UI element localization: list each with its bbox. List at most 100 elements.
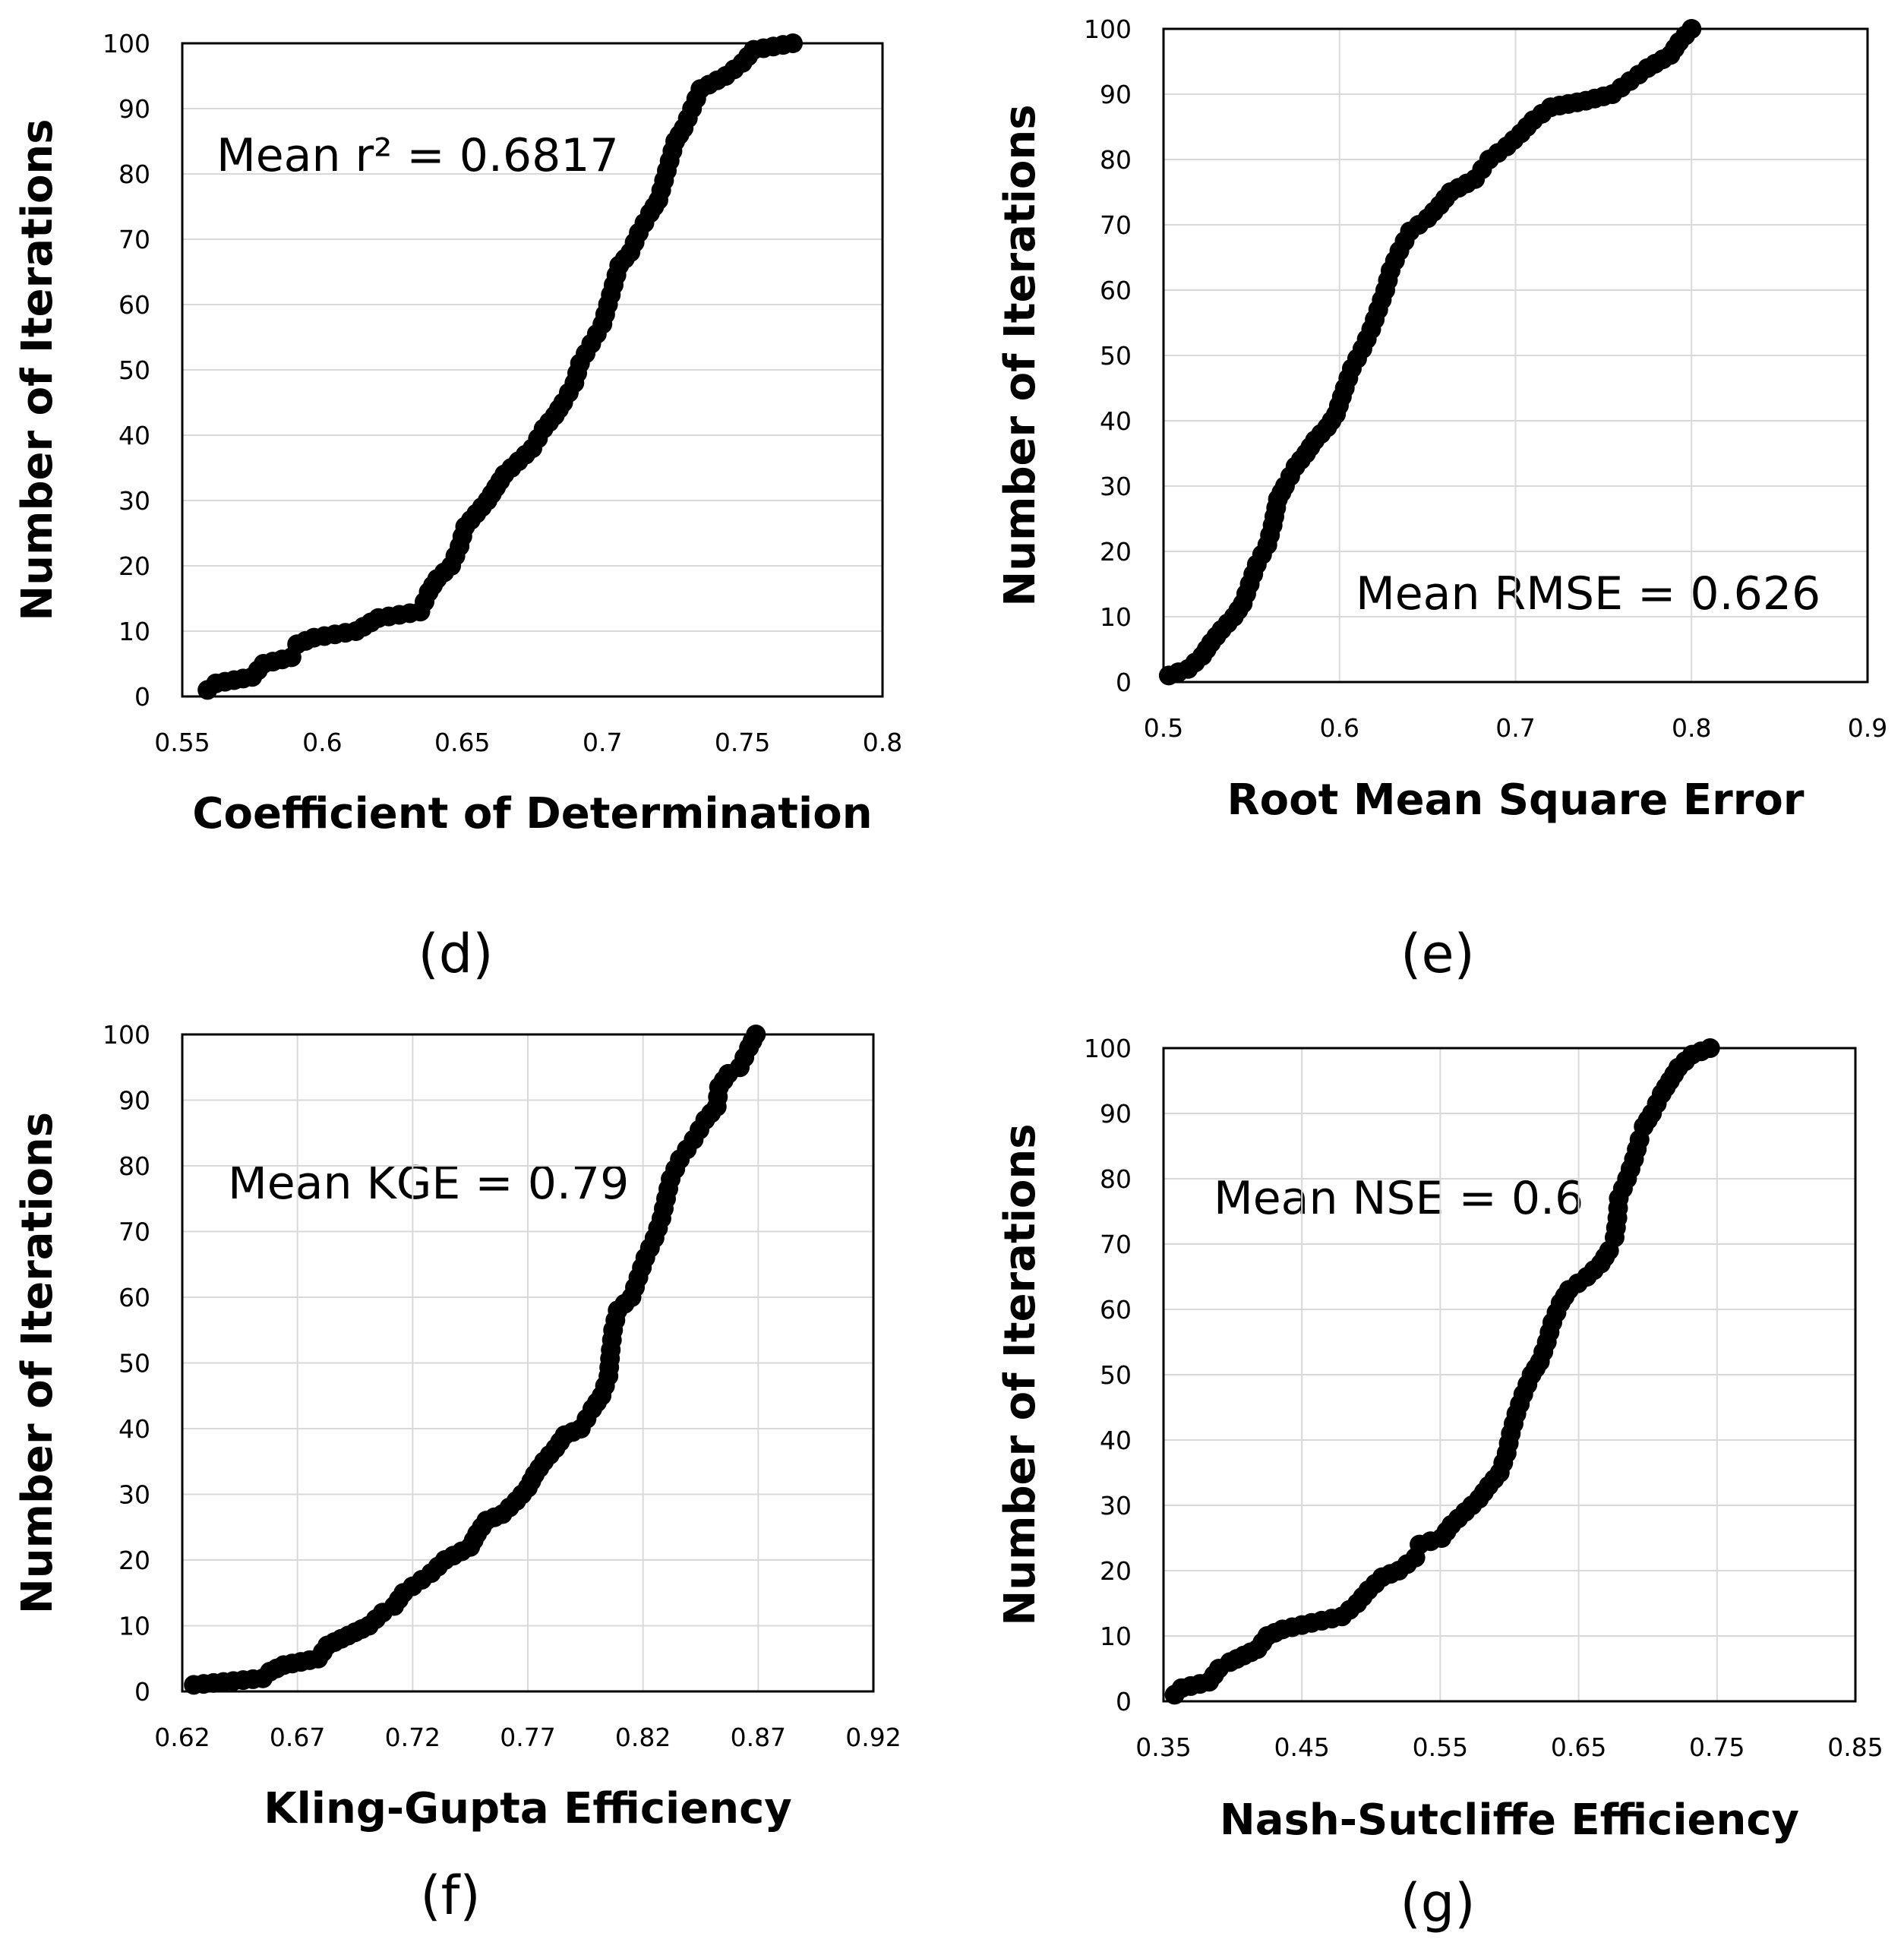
- y-tick-label: 40: [1100, 406, 1132, 436]
- y-tick-label: 30: [1100, 472, 1132, 501]
- y-tick-label: 20: [1100, 1556, 1132, 1586]
- y-axis-label: Number of Iterations: [13, 118, 62, 621]
- y-tick-label: 50: [118, 355, 150, 385]
- y-tick-label: 100: [1084, 1034, 1132, 1063]
- x-axis-label: Coefficient of Determination: [192, 789, 872, 838]
- grid: [1163, 1047, 1856, 1702]
- panel-f: Mean KGE = 0.79 (f) 0 10 20 30 40 50 60 70 80 90 1…: [13, 1020, 901, 1927]
- y-tick-label: 30: [1100, 1491, 1132, 1521]
- x-tick-label: 0.7: [1495, 713, 1535, 743]
- plot-area-frame: [181, 42, 884, 698]
- y-tick-label: 40: [118, 421, 150, 450]
- plot-area-frame: [1162, 1047, 1857, 1703]
- y-tick-label: 60: [1100, 1295, 1132, 1325]
- annotation: Mean RMSE = 0.626: [1356, 567, 1820, 621]
- y-tick-label: 70: [1100, 1230, 1132, 1259]
- annotation: Mean NSE = 0.6: [1214, 1172, 1584, 1225]
- y-tick-label: 80: [118, 159, 150, 189]
- annotation: Mean KGE = 0.79: [228, 1157, 629, 1210]
- plot-area-frame: [181, 1033, 875, 1693]
- panel-caption: (e): [1400, 923, 1475, 985]
- data-point: [1681, 19, 1702, 39]
- y-tick-label: 70: [118, 225, 150, 254]
- plot-area-frame: [1162, 27, 1869, 684]
- x-tick-label: 0.9: [1848, 713, 1887, 743]
- y-tick-label: 80: [1100, 145, 1132, 175]
- y-tick-label: 0: [1116, 1687, 1132, 1716]
- panel-d: Mean r² = 0.6817 (d) 0102030405060708090…: [13, 29, 902, 985]
- x-tick-label: 0.72: [385, 1723, 440, 1752]
- data-point: [746, 1025, 766, 1044]
- y-tick-label: 10: [1100, 1622, 1132, 1651]
- y-tick-label: 90: [118, 94, 150, 124]
- x-tick-label: 0.92: [845, 1723, 901, 1752]
- panel-caption: (d): [418, 923, 493, 985]
- x-tick-label: 0.75: [715, 728, 770, 757]
- x-tick-label: 0.77: [500, 1723, 555, 1752]
- y-tick-label: 30: [118, 486, 150, 516]
- y-axis-label: Number of Iterations: [996, 1123, 1045, 1625]
- x-tick-label: 0.65: [434, 728, 490, 757]
- y-tick-label: 90: [1100, 80, 1132, 109]
- x-axis-label: Kling-Gupta Efficiency: [264, 1784, 792, 1833]
- y-tick-label: 20: [1100, 537, 1132, 567]
- y-tick-label: 10: [1100, 602, 1132, 632]
- y-tick-label: 40: [1100, 1426, 1132, 1455]
- panel-caption: (f): [420, 1865, 480, 1927]
- x-axis-label: Root Mean Square Error: [1227, 775, 1805, 825]
- y-tick-label: 70: [1100, 210, 1132, 240]
- x-tick-label: 0.65: [1551, 1732, 1606, 1762]
- y-tick-label: 60: [118, 1283, 150, 1312]
- x-tick-label: 0.8: [863, 728, 902, 757]
- y-axis-label: Number of Iterations: [996, 104, 1045, 606]
- y-tick-label: 40: [118, 1414, 150, 1444]
- data-point: [1700, 1038, 1720, 1058]
- x-tick-label: 0.85: [1827, 1732, 1883, 1762]
- panel-caption: (g): [1400, 1872, 1475, 1934]
- x-tick-label: 0.6: [302, 728, 342, 757]
- data-points: [1158, 19, 1702, 686]
- y-tick-label: 100: [1084, 14, 1132, 44]
- x-tick-label: 0.67: [270, 1723, 325, 1752]
- x-tick-label: 0.55: [154, 728, 210, 757]
- y-tick-label: 80: [118, 1151, 150, 1181]
- x-tick-label: 0.8: [1672, 713, 1711, 743]
- y-tick-label: 100: [103, 29, 150, 58]
- x-axis-label: Nash-Sutcliffe Efficiency: [1220, 1795, 1799, 1845]
- x-tick-label: 0.6: [1320, 713, 1359, 743]
- x-tick-label: 0.35: [1135, 1732, 1191, 1762]
- data-points: [184, 1025, 766, 1695]
- y-tick-label: 70: [118, 1217, 150, 1247]
- y-tick-label: 20: [118, 551, 150, 581]
- y-tick-label: 50: [118, 1349, 150, 1378]
- x-tick-label: 0.82: [615, 1723, 671, 1752]
- y-tick-label: 0: [134, 682, 150, 712]
- panel-g: Mean NSE = 0.6 (g) 0 10 20 30 40 50 60 70 80 90 10…: [996, 1034, 1883, 1934]
- y-tick-label: 0: [1116, 668, 1132, 697]
- data-points: [1164, 1038, 1720, 1705]
- x-tick-label: 0.55: [1413, 1732, 1468, 1762]
- panel-e: Mean RMSE = 0.626 (e) 0 10 20 30 40 50 60 70 80 9…: [996, 14, 1887, 985]
- x-tick-label: 0.45: [1274, 1732, 1329, 1762]
- grid: [182, 1034, 874, 1692]
- y-tick-label: 90: [1100, 1099, 1132, 1129]
- y-tick-label: 20: [118, 1546, 150, 1575]
- y-tick-label: 80: [1100, 1164, 1132, 1194]
- x-tick-label: 0.5: [1144, 713, 1183, 743]
- y-tick-label: 10: [118, 1612, 150, 1641]
- y-tick-label: 60: [118, 290, 150, 320]
- y-tick-label: 50: [1100, 1360, 1132, 1390]
- y-axis-label: Number of Iterations: [13, 1112, 62, 1614]
- y-tick-label: 10: [118, 617, 150, 646]
- data-points: [197, 33, 803, 700]
- x-tick-label: 0.62: [154, 1723, 210, 1752]
- y-tick-label: 100: [103, 1020, 150, 1050]
- x-tick-label: 0.7: [583, 728, 622, 757]
- y-tick-label: 30: [118, 1480, 150, 1510]
- y-tick-label: 50: [1100, 341, 1132, 371]
- data-point: [782, 33, 803, 53]
- x-tick-label: 0.87: [731, 1723, 786, 1752]
- y-tick-label: 60: [1100, 276, 1132, 305]
- y-tick-label: 90: [118, 1086, 150, 1116]
